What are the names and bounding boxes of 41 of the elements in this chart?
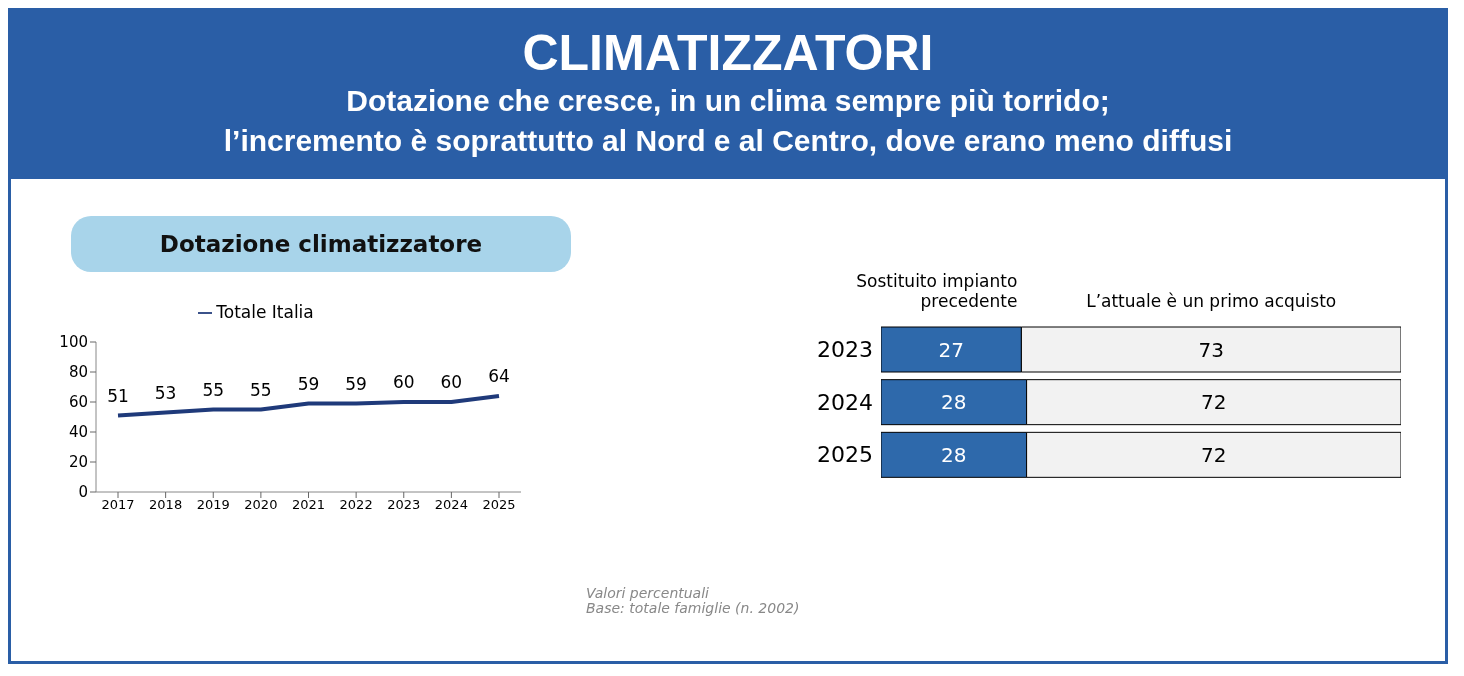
data-label: 60 (440, 372, 463, 392)
text: Base: totale famiglie (n. 2002) (586, 600, 800, 616)
x-tick-label: 2022 (339, 497, 373, 513)
x-tick-label: 2021 (291, 497, 326, 513)
data-label: 55 (250, 379, 272, 400)
x-tick-label: 2024 (434, 497, 468, 513)
text: CLIMATIZZATORI (521, 25, 935, 81)
text: Dotazione che cresce, in un clima sempre più torrido; l’incremento è soprattutto al Nord e al Centro, dove erano meno diffusi (222, 83, 1234, 159)
x-tick-label: 2023 (387, 497, 421, 513)
data-label: 72 (1201, 390, 1227, 415)
data-label: 59 (297, 373, 320, 394)
series-label: L’attuale è un primo acquisto (1085, 291, 1338, 311)
data-label: 55 (202, 379, 225, 400)
y-tick-label: 20 (68, 453, 88, 472)
chart-title: Dotazione climatizzatore (71, 216, 571, 272)
y-tick-label: 2025 (817, 442, 873, 468)
data-label: 53 (154, 382, 177, 403)
y-tick-label: 100 (59, 333, 88, 352)
data-label: 28 (941, 442, 967, 467)
x-tick-label: 2017 (101, 497, 135, 513)
data-label: 27 (938, 337, 964, 362)
data-label: 72 (1201, 442, 1227, 467)
y-tick-label: 0 (78, 483, 88, 502)
y-tick-label: 40 (68, 423, 88, 442)
legend-label: Totale Italia (216, 302, 314, 322)
x-tick-label: 2018 (149, 497, 183, 513)
data-label: 73 (1198, 337, 1224, 362)
data-label: 59 (345, 373, 367, 394)
y-tick-label: 80 (68, 363, 88, 382)
data-label: 64 (488, 366, 510, 386)
x-tick-label: 2020 (244, 497, 278, 513)
y-tick-label: 2023 (817, 337, 873, 363)
text: Valori percentuali (586, 585, 710, 601)
x-tick-label: 2025 (482, 497, 516, 513)
x-tick-label: 2019 (196, 497, 230, 513)
data-label: 60 (392, 372, 415, 392)
data-label: 51 (107, 385, 129, 406)
data-label: 28 (941, 390, 967, 415)
series-label: Sostituito impianto precedente (855, 271, 1018, 311)
y-tick-label: 2024 (817, 389, 873, 415)
y-tick-label: 60 (68, 393, 88, 412)
